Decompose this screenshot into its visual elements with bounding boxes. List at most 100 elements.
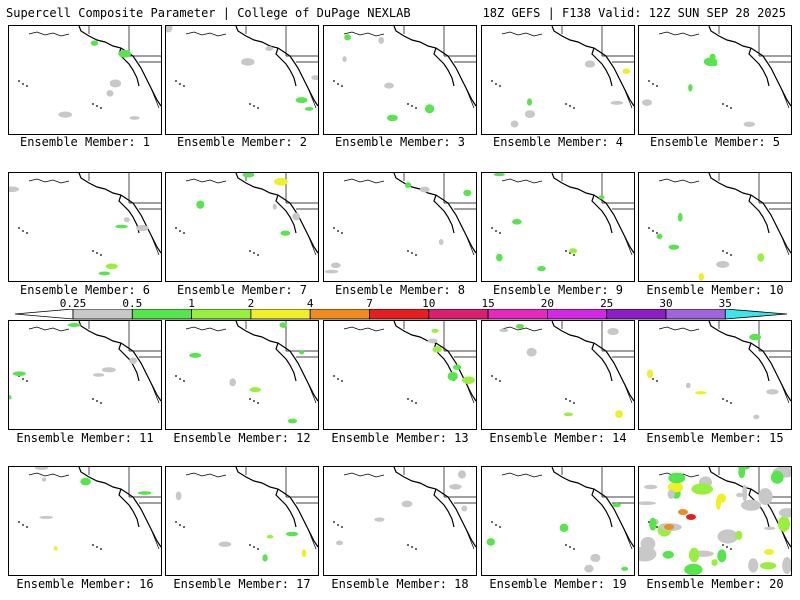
scp-contour: [770, 470, 784, 484]
island-mark: [407, 250, 409, 252]
scp-contour: [67, 322, 81, 327]
scp-contour: [98, 271, 111, 276]
border-line: [28, 326, 70, 332]
island-mark: [726, 400, 728, 402]
border-line: [615, 366, 633, 404]
coastline: [748, 47, 770, 87]
border-line: [615, 71, 633, 109]
coastline: [235, 26, 318, 107]
scp-contour: [778, 508, 791, 518]
scp-contour: [295, 97, 308, 104]
scp-contour: [374, 517, 385, 522]
scale-swatch: [665, 309, 726, 320]
island-mark: [341, 232, 343, 234]
coastline: [78, 467, 161, 548]
coastline: [708, 321, 791, 402]
ensemble-member-label: Ensemble Member: 8: [334, 283, 466, 297]
island-mark: [183, 232, 185, 234]
island-mark: [18, 227, 20, 229]
scp-contour: [656, 233, 663, 239]
scp-contour: [404, 182, 412, 188]
scp-contour: [510, 120, 519, 128]
island-mark: [253, 105, 255, 107]
coastline: [551, 173, 634, 254]
scp-contour: [196, 200, 205, 209]
island-mark: [26, 526, 28, 528]
scp-contour: [279, 322, 287, 328]
scale-swatch: [428, 309, 489, 320]
scp-contour: [711, 559, 718, 567]
island-mark: [565, 103, 567, 105]
scp-contour: [766, 389, 779, 395]
island-mark: [22, 524, 24, 526]
island-mark: [18, 80, 20, 82]
island-mark: [337, 230, 339, 232]
ensemble-member-label: Ensemble Member: 15: [646, 431, 784, 445]
island-mark: [407, 103, 409, 105]
scp-contour: [449, 484, 462, 490]
ensemble-member-label: Ensemble Member: 12: [173, 431, 311, 445]
island-mark: [179, 524, 181, 526]
island-mark: [491, 521, 493, 523]
scp-contour: [324, 269, 339, 274]
coastline: [118, 488, 140, 528]
border-line: [28, 178, 70, 184]
scale-swatch: [606, 309, 667, 320]
ensemble-map-panel: [323, 172, 477, 282]
scp-contour: [662, 550, 674, 559]
scale-min-arrow: [14, 309, 74, 320]
coastline: [551, 321, 634, 402]
map-canvas: [175, 321, 318, 424]
island-mark: [730, 402, 732, 404]
island-mark: [26, 85, 28, 87]
border-line: [457, 218, 475, 256]
island-mark: [495, 524, 497, 526]
island-mark: [183, 85, 185, 87]
ensemble-member-label: Ensemble Member: 4: [492, 135, 624, 149]
scp-contour: [123, 217, 130, 223]
scp-contour: [287, 418, 298, 424]
ensemble-member-label: Ensemble Member: 2: [176, 135, 308, 149]
coastline: [591, 488, 613, 528]
island-mark: [92, 544, 94, 546]
coastline: [275, 194, 297, 234]
scp-contour: [218, 541, 232, 547]
border-line: [28, 472, 70, 478]
scp-contour: [419, 186, 430, 193]
island-mark: [573, 254, 575, 256]
border-line: [299, 218, 317, 256]
scp-contour: [101, 367, 116, 373]
island-mark: [175, 521, 177, 523]
coastline: [275, 342, 297, 382]
ensemble-member-label: Ensemble Member: 9: [492, 283, 624, 297]
border-line: [343, 326, 385, 332]
scp-contour: [304, 106, 314, 111]
header-left-title: Supercell Composite Parameter | College …: [6, 6, 411, 20]
scp-contour: [189, 352, 202, 358]
island-mark: [257, 107, 259, 109]
ensemble-member-label: Ensemble Member: 7: [176, 283, 308, 297]
scp-contour: [432, 346, 442, 353]
scp-contour: [598, 195, 605, 200]
island-mark: [96, 546, 98, 548]
scp-contour: [515, 324, 524, 329]
island-mark: [491, 80, 493, 82]
scp-contour: [330, 262, 341, 269]
border-line: [299, 366, 317, 404]
island-mark: [92, 250, 94, 252]
scp-contour: [447, 371, 458, 381]
scp-contour: [584, 60, 596, 68]
border-line: [185, 31, 227, 37]
scp-contour: [9, 395, 12, 400]
ensemble-member-label: Ensemble Member: 3: [334, 135, 466, 149]
island-mark: [100, 548, 102, 550]
scp-contour: [735, 530, 743, 540]
island-mark: [179, 83, 181, 85]
scp-contour: [717, 529, 738, 544]
scp-contour: [777, 516, 791, 532]
scp-contour: [41, 477, 47, 482]
scp-contour: [607, 327, 619, 336]
border-line: [142, 71, 160, 109]
scp-contour: [438, 239, 444, 246]
island-mark: [730, 548, 732, 550]
